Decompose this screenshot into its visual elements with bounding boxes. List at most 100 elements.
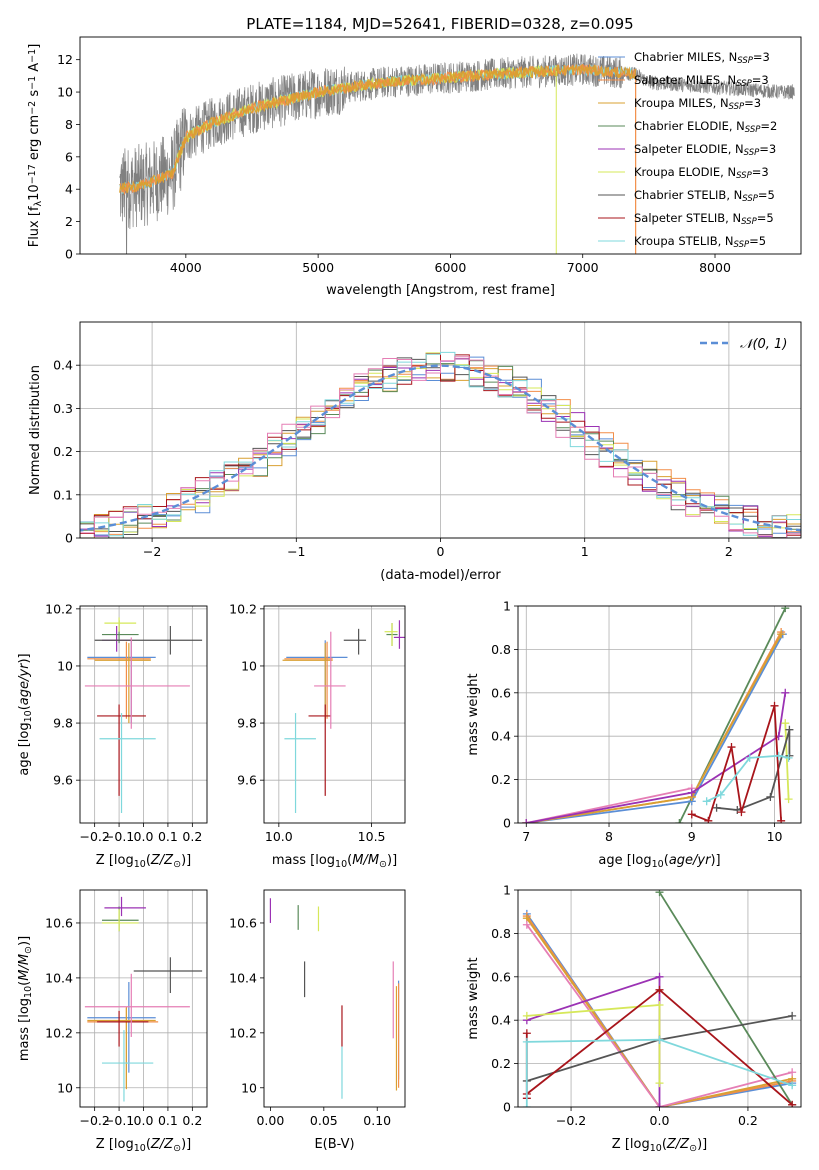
- legend-label-kroupa_miles: Kroupa MILES, NSSP=3: [634, 96, 761, 112]
- age_vs_mass-xlabel: mass [log10(M/M⊙)]: [272, 853, 397, 870]
- weight-line-kroupa_miles: [526, 917, 793, 1107]
- weight-marker: [781, 719, 790, 728]
- y-tick-label: 6: [65, 149, 73, 164]
- weight-marker: [777, 630, 786, 639]
- x-tick-label: 8: [605, 829, 613, 844]
- legend-label-chabrier_miles: Chabrier MILES, NSSP=3: [634, 50, 770, 66]
- mass_weight_vs_Z-ylabel: mass weight: [466, 957, 481, 1039]
- weight-marker: [655, 1035, 664, 1044]
- weight-line-kroupa_elodie: [784, 723, 790, 800]
- x-tick-label: 0: [437, 544, 445, 559]
- weight-marker: [766, 792, 775, 801]
- y-tick-label: 0: [503, 816, 511, 831]
- mass_vs_Z-frame: [79, 889, 208, 1108]
- y-tick-label: 0.2: [491, 1056, 511, 1071]
- x-tick-label: 4000: [170, 260, 202, 275]
- weight-marker: [777, 816, 786, 823]
- y-tick-label: 0: [65, 247, 73, 262]
- x-tick-label: 0.0: [134, 1113, 154, 1128]
- x-tick-label: 0.1: [158, 829, 178, 844]
- weight-marker: [522, 920, 531, 929]
- weight-marker: [687, 788, 696, 797]
- mass_vs_EBV-axes: 0.00 0.05 0.10 10 10.2 10.4 10.6: [229, 915, 391, 1128]
- mass_weight_vs_Z-frame: [517, 889, 802, 1108]
- weight-marker: [522, 1103, 531, 1107]
- spectrum-frame: [79, 36, 802, 255]
- weight-marker: [716, 790, 725, 799]
- y-tick-label: 10: [241, 1080, 257, 1095]
- age_vs_mass-axes: 10.0 10.5 9.6 9.8 10 10.2: [229, 601, 405, 844]
- x-tick-label: 0.00: [256, 1113, 284, 1128]
- x-tick-label: 0.2: [738, 1113, 758, 1128]
- weight-marker: [655, 1103, 664, 1107]
- residuals-xlabel: (data-model)/error: [380, 568, 501, 583]
- x-tick-label: 0.10: [363, 1113, 391, 1128]
- y-tick-label: 10.2: [45, 601, 73, 616]
- weight-marker: [788, 1011, 797, 1020]
- weight-line-salpeter_stelib: [691, 705, 782, 822]
- y-tick-label: 9.6: [53, 773, 73, 788]
- weight-line-chabrier_elodie: [658, 891, 793, 1106]
- legend-label-salpeter_miles: Salpeter MILES, NSSP=3: [634, 73, 769, 89]
- weight-marker: [733, 805, 742, 814]
- weight-marker: [704, 816, 713, 823]
- residuals-axes: −2 −1 0 1 2 0 0.1 0.2 0.3 0.4: [53, 322, 801, 559]
- residual-histogram-extra_pink: [80, 356, 801, 538]
- weight-marker: [788, 1081, 797, 1090]
- x-tick-label: 10: [767, 829, 783, 844]
- weight-marker: [745, 753, 754, 762]
- y-tick-label: 10: [241, 658, 257, 673]
- age_vs_Z-frame: [79, 605, 208, 824]
- residuals-data: [80, 351, 801, 538]
- legend-label-salpeter_elodie: Salpeter ELODIE, NSSP=3: [634, 142, 776, 158]
- weight-marker: [522, 1011, 531, 1020]
- weight-line-extra_pink: [526, 924, 793, 1107]
- y-tick-label: 1: [503, 883, 511, 898]
- x-tick-label: 7: [522, 829, 530, 844]
- residuals-frame: [79, 321, 802, 539]
- mass_weight_vs_Z-xlabel: Z [log10(Z/Z⊙)]: [612, 1137, 707, 1154]
- y-tick-label: 10.2: [45, 1025, 73, 1040]
- y-tick-label: 0: [65, 531, 73, 546]
- y-tick-label: 0.4: [53, 358, 73, 373]
- y-tick-label: 10.6: [229, 915, 257, 930]
- weight-marker: [687, 810, 696, 819]
- x-tick-label: 10.5: [358, 829, 386, 844]
- mass_vs_EBV-xlabel: E(B-V): [314, 1137, 354, 1152]
- spectrum-axes: 4000 5000 6000 7000 8000 0 2 4 6 8 10 12: [57, 52, 731, 275]
- spectrum-ylabel: Flux [fλ10−17 erg cm−2 s−1 A−1]: [27, 44, 44, 248]
- spectrum-xlabel: wavelength [Angstrom, rest frame]: [326, 283, 555, 298]
- mass_weight_vs_Z-data: [522, 890, 797, 1107]
- legend-label-chabrier_stelib: Chabrier STELIB, NSSP=5: [634, 188, 775, 204]
- y-tick-label: 10.6: [45, 915, 73, 930]
- x-tick-label: 0.0: [650, 1113, 670, 1128]
- mass_vs_Z-ylabel: mass [log10(M/M⊙)]: [17, 936, 34, 1061]
- legend-gaussian-label: 𝒩(0, 1): [740, 337, 787, 352]
- x-tick-label: 0.2: [182, 829, 202, 844]
- x-tick-label: −0.2: [556, 1113, 586, 1128]
- mass_weight_vs_age-ylabel: mass weight: [466, 673, 481, 755]
- y-tick-label: 0.8: [491, 642, 511, 657]
- x-tick-label: −2: [143, 544, 161, 559]
- age_vs_Z-data: [84, 617, 203, 814]
- x-tick-label: 0.2: [182, 1113, 202, 1128]
- figure-title: PLATE=1184, MJD=52641, FIBERID=0328, z=0…: [246, 15, 633, 33]
- mass_vs_Z-data: [84, 896, 203, 1102]
- y-tick-label: 0.4: [491, 729, 511, 744]
- x-tick-label: 6000: [435, 260, 467, 275]
- y-tick-label: 12: [57, 52, 73, 67]
- y-tick-label: 1: [503, 599, 511, 614]
- legend-label-kroupa_elodie: Kroupa ELODIE, NSSP=3: [634, 165, 769, 181]
- weight-marker: [781, 606, 790, 613]
- weight-line-salpeter_miles: [526, 631, 782, 823]
- weight-marker: [712, 803, 721, 812]
- y-tick-label: 9.6: [237, 773, 257, 788]
- y-tick-label: 0.2: [491, 772, 511, 787]
- x-tick-label: 10.0: [265, 829, 293, 844]
- age_vs_Z-axes: −0.2−0.1 0.0 0.1 0.2 9.6 9.8 10 10.2: [45, 601, 207, 844]
- weight-line-kroupa_miles: [526, 633, 782, 823]
- y-tick-label: 0.8: [491, 926, 511, 941]
- model-spectrum-kroupa_miles: [119, 63, 637, 193]
- mass_weight_vs_age-data: [522, 606, 794, 823]
- weight-line-salpeter_elodie: [526, 692, 787, 823]
